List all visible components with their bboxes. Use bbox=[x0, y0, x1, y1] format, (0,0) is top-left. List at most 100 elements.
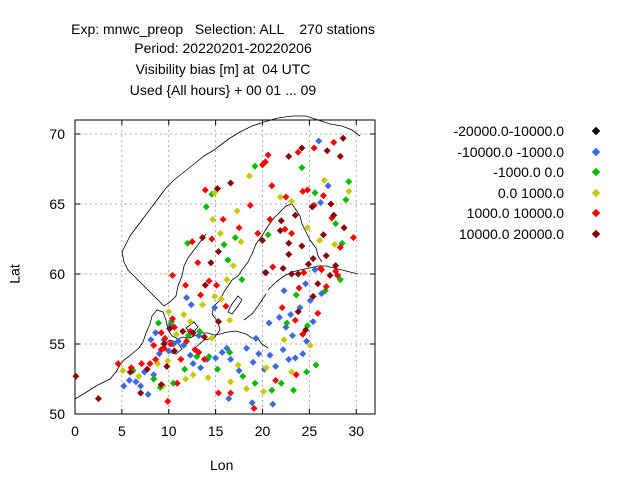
data-point bbox=[157, 329, 165, 337]
data-point bbox=[138, 360, 146, 368]
data-point bbox=[182, 281, 190, 289]
data-point bbox=[239, 372, 247, 380]
data-point bbox=[276, 193, 284, 201]
data-point bbox=[276, 227, 284, 235]
x-axis-title: Lon bbox=[210, 457, 234, 473]
x-tick-label: 5 bbox=[118, 423, 126, 439]
y-tick-label: 65 bbox=[49, 196, 65, 212]
data-point bbox=[235, 224, 243, 232]
data-point bbox=[132, 378, 140, 386]
data-point bbox=[268, 386, 276, 394]
data-point bbox=[164, 357, 172, 365]
data-point bbox=[189, 371, 197, 379]
data-point bbox=[314, 280, 322, 288]
data-point bbox=[289, 386, 297, 394]
data-point bbox=[306, 341, 314, 349]
data-point bbox=[332, 220, 340, 228]
y-tick-label: 70 bbox=[49, 126, 65, 142]
data-point bbox=[264, 151, 272, 159]
data-point bbox=[261, 269, 269, 277]
data-point bbox=[180, 311, 188, 319]
data-point bbox=[137, 389, 145, 397]
data-point bbox=[197, 364, 205, 372]
data-point bbox=[320, 176, 328, 184]
data-point bbox=[120, 382, 128, 390]
data-point bbox=[150, 375, 158, 383]
data-point bbox=[217, 295, 225, 303]
data-point bbox=[204, 374, 212, 382]
data-point bbox=[275, 313, 283, 321]
data-point bbox=[222, 302, 230, 310]
data-point bbox=[243, 385, 251, 393]
data-point bbox=[291, 316, 299, 324]
data-point bbox=[213, 281, 221, 289]
data-point bbox=[223, 276, 231, 284]
data-point bbox=[165, 308, 173, 316]
data-point bbox=[266, 215, 274, 223]
data-point bbox=[208, 334, 216, 342]
data-point bbox=[218, 348, 226, 356]
data-point bbox=[268, 182, 276, 190]
data-point bbox=[308, 203, 316, 211]
data-point bbox=[169, 315, 176, 323]
data-point bbox=[201, 281, 209, 289]
y-tick-label: 55 bbox=[49, 336, 65, 352]
data-point bbox=[229, 262, 237, 270]
data-point bbox=[285, 239, 293, 247]
data-point bbox=[183, 337, 191, 345]
data-point bbox=[259, 388, 267, 396]
data-point bbox=[196, 327, 204, 335]
data-point bbox=[278, 304, 286, 312]
data-point bbox=[172, 330, 180, 338]
data-point bbox=[243, 344, 251, 352]
data-point bbox=[289, 332, 296, 340]
data-point bbox=[299, 350, 307, 358]
data-point bbox=[265, 319, 273, 327]
data-point bbox=[327, 200, 335, 208]
data-point bbox=[294, 308, 302, 316]
data-point bbox=[309, 318, 317, 326]
data-point bbox=[288, 270, 296, 278]
data-point bbox=[188, 238, 196, 246]
data-point bbox=[291, 354, 299, 362]
data-point bbox=[248, 399, 256, 407]
data-point bbox=[219, 215, 227, 223]
data-point bbox=[303, 337, 311, 345]
data-point bbox=[150, 341, 158, 349]
data-point bbox=[323, 147, 331, 155]
data-point bbox=[157, 381, 165, 389]
data-point bbox=[309, 292, 317, 300]
data-point bbox=[262, 364, 270, 372]
data-point bbox=[294, 148, 302, 156]
data-point bbox=[144, 390, 152, 398]
data-point bbox=[288, 368, 296, 376]
data-point bbox=[202, 203, 210, 211]
data-point bbox=[319, 231, 327, 239]
data-point bbox=[227, 355, 235, 363]
axis-ticks: 0 5 10 15 20 25 30 50 55 60 65 70 bbox=[49, 120, 375, 439]
data-point bbox=[227, 378, 235, 386]
data-point bbox=[169, 271, 176, 279]
data-point bbox=[304, 186, 311, 194]
data-point bbox=[298, 242, 306, 250]
x-tick-label: 10 bbox=[161, 423, 177, 439]
data-point bbox=[186, 351, 194, 359]
data-point bbox=[288, 229, 296, 237]
data-point bbox=[322, 283, 330, 291]
data-point bbox=[245, 172, 253, 180]
data-point bbox=[316, 236, 324, 244]
data-point bbox=[272, 362, 280, 370]
data-point bbox=[269, 400, 277, 408]
data-point bbox=[287, 311, 295, 319]
data-point bbox=[187, 301, 195, 309]
legend-label: -10000.0 -1000.0 bbox=[457, 143, 564, 160]
data-point bbox=[259, 236, 266, 244]
data-point bbox=[214, 185, 221, 193]
legend-label: -20000.0-10000.0 bbox=[453, 123, 564, 139]
data-point bbox=[291, 211, 299, 219]
data-point bbox=[302, 326, 310, 334]
data-point bbox=[331, 241, 339, 249]
data-point bbox=[143, 365, 151, 373]
data-point bbox=[182, 375, 190, 383]
